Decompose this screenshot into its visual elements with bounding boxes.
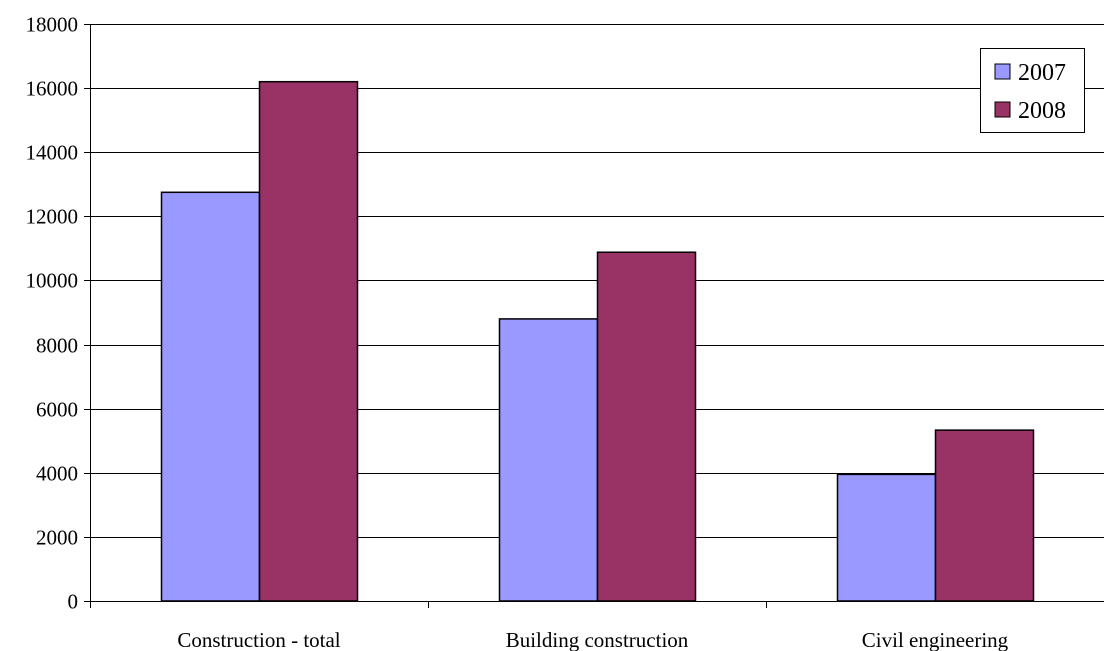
y-tick-label: 0 — [68, 590, 79, 614]
y-tick-label: 16000 — [26, 77, 79, 101]
y-tick-label: 14000 — [26, 141, 79, 165]
y-tick-label: 18000 — [26, 13, 79, 37]
x-category-labels: Construction - total Building constructio… — [177, 628, 1008, 651]
axes — [90, 24, 1104, 602]
x-category-label: Building construction — [506, 628, 689, 651]
x-category-label: Construction - total — [177, 628, 340, 651]
bar-2008-civil-engineering — [934, 429, 1035, 602]
legend-swatch — [994, 101, 1011, 118]
bar-2008-construction-total — [258, 80, 359, 602]
legend-swatch — [994, 63, 1011, 80]
legend: 2007 2008 — [980, 48, 1085, 133]
bar-2007-civil-engineering — [836, 473, 937, 602]
y-tick-label: 2000 — [36, 526, 78, 550]
bar-2007-building-construction — [498, 318, 599, 602]
y-tick-label: 10000 — [26, 269, 79, 293]
y-tick-label: 12000 — [26, 205, 79, 229]
legend-box — [980, 48, 1085, 133]
y-tick-label: 8000 — [36, 334, 78, 358]
bars — [160, 80, 1035, 602]
legend-label: 2007 — [1018, 60, 1066, 86]
y-tick-label: 4000 — [36, 462, 78, 486]
bar-2008-building-construction — [596, 251, 697, 602]
legend-label: 2008 — [1018, 98, 1066, 124]
bar-2007-construction-total — [160, 191, 261, 602]
y-tick-labels: 0 2000 4000 6000 8000 10000 12000 14000 16000 180… — [26, 13, 79, 614]
x-category-label: Civil engineering — [862, 628, 1009, 651]
y-tick-label: 6000 — [36, 398, 78, 422]
